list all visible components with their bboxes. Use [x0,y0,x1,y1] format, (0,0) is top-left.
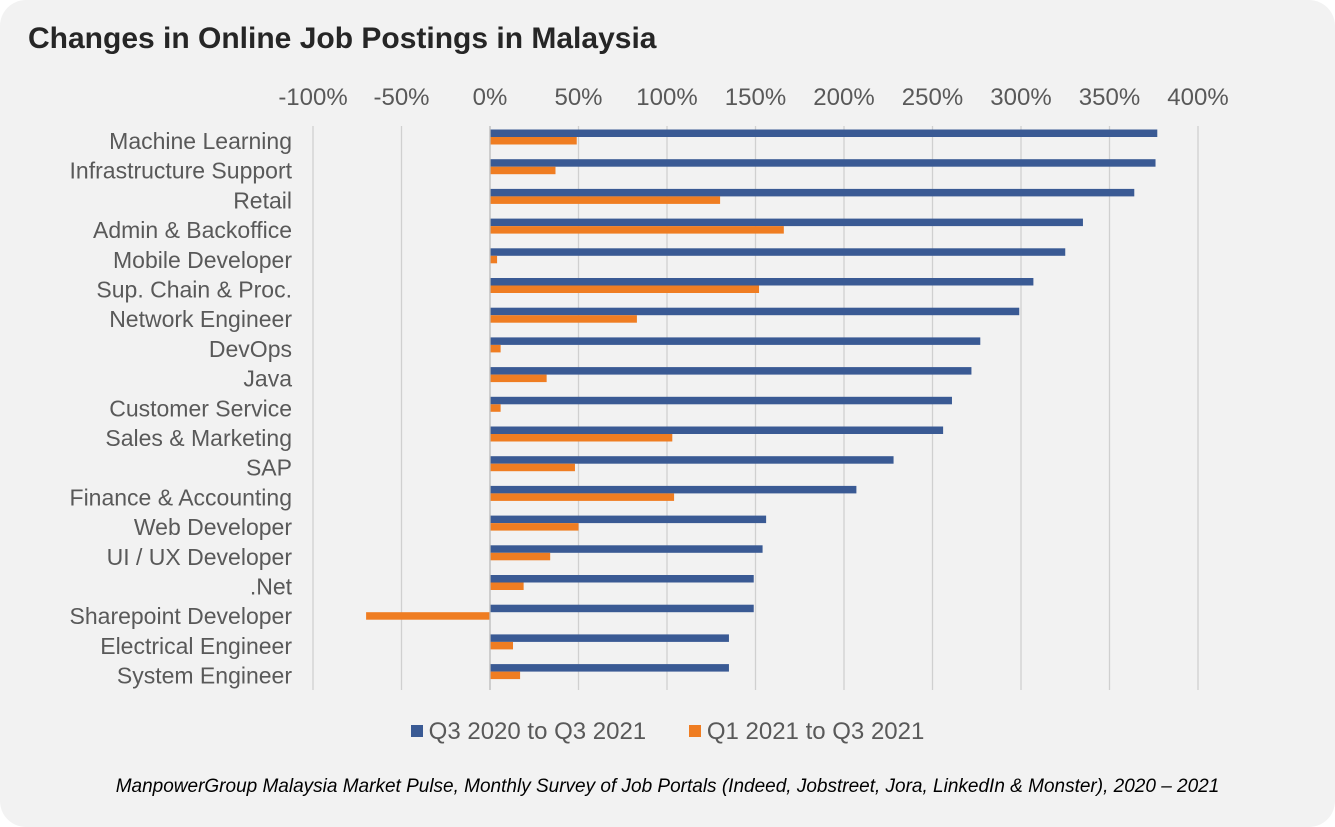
bar-series-1 [490,664,729,672]
bar-series-2 [490,404,501,412]
bar-series-2 [490,582,524,590]
bar-series-2 [490,463,575,472]
bar-series-1 [490,218,1083,227]
bar-series-1 [490,575,754,583]
bar-series-2 [490,493,675,501]
bar-series-2 [490,641,514,650]
category-label: Sharepoint Developer [70,603,293,629]
legend-label-series-2: Q1 2021 to Q3 2021 [706,718,925,745]
x-tick-label: -100% [278,84,347,111]
category-label: .Net [250,574,293,600]
bar-series-2 [490,315,637,323]
bar-series-1 [490,248,1066,256]
bar-series-1 [490,545,763,553]
bar-series-2 [366,612,490,620]
category-label: DevOps [209,336,292,362]
bar-series-1 [490,396,952,405]
x-tick-label: 350% [1079,84,1140,111]
bar-series-2 [490,226,784,234]
bar-series-1 [490,456,894,464]
x-tick-label: 150% [725,84,786,111]
category-label: Admin & Backoffice [93,217,292,243]
bar-series-1 [490,515,767,524]
category-label: Electrical Engineer [100,633,292,659]
bar-series-2 [490,285,760,293]
category-label: Sales & Marketing [105,425,292,451]
bar-series-2 [490,671,521,680]
legend-item-series-1: Q3 2020 to Q3 2021 [410,718,647,746]
x-tick-label: 300% [990,84,1051,111]
bar-series-2 [490,523,579,531]
bar-series-1 [490,129,1158,137]
category-label: Customer Service [109,395,292,421]
x-tick-label: 200% [813,84,874,111]
category-label: Mobile Developer [113,247,292,273]
category-label: System Engineer [117,663,292,689]
category-label: Machine Learning [109,128,292,154]
x-tick-label: 100% [636,84,697,111]
legend-item-series-2: Q1 2021 to Q3 2021 [688,718,925,746]
bar-series-2 [490,255,498,264]
category-label: Network Engineer [109,306,292,332]
legend-label-series-1: Q3 2020 to Q3 2021 [428,718,647,745]
legend-swatch-series-2 [688,725,701,737]
x-tick-label: 0% [473,84,508,111]
bar-series-2 [490,196,721,204]
bar-series-1 [490,604,754,613]
bar-series-1 [490,426,944,434]
category-label: Infrastructure Support [70,158,293,184]
category-label: Finance & Accounting [70,484,292,510]
bar-series-1 [490,159,1156,167]
bar-series-1 [490,485,857,494]
x-tick-label: 250% [902,84,963,111]
legend-swatch-series-1 [410,725,423,737]
bar-series-1 [490,307,1020,316]
category-label: Web Developer [134,514,292,540]
bar-series-2 [490,166,556,175]
bar-series-1 [490,337,981,345]
bar-series-2 [490,374,547,383]
category-label: SAP [246,455,292,481]
bar-series-2 [490,137,577,145]
category-label: Sup. Chain & Proc. [96,277,292,303]
bar-series-1 [490,278,1034,286]
bar-series-2 [490,344,501,353]
chart-title: Changes in Online Job Postings in Malays… [28,22,657,55]
chart-legend: Q3 2020 to Q3 2021 Q1 2021 to Q3 2021 [0,718,1335,746]
category-label: Retail [233,187,292,213]
x-tick-label: 50% [554,84,602,111]
bar-series-2 [490,552,551,561]
source-note: ManpowerGroup Malaysia Market Pulse, Mon… [115,776,1220,797]
category-label: Java [243,366,292,392]
x-tick-label: -50% [373,84,429,111]
bar-series-1 [490,188,1135,197]
bar-series-2 [490,434,673,442]
x-tick-label: 400% [1167,84,1228,111]
category-label: UI / UX Developer [107,544,293,570]
bar-series-1 [490,634,729,642]
bar-series-1 [490,367,972,375]
